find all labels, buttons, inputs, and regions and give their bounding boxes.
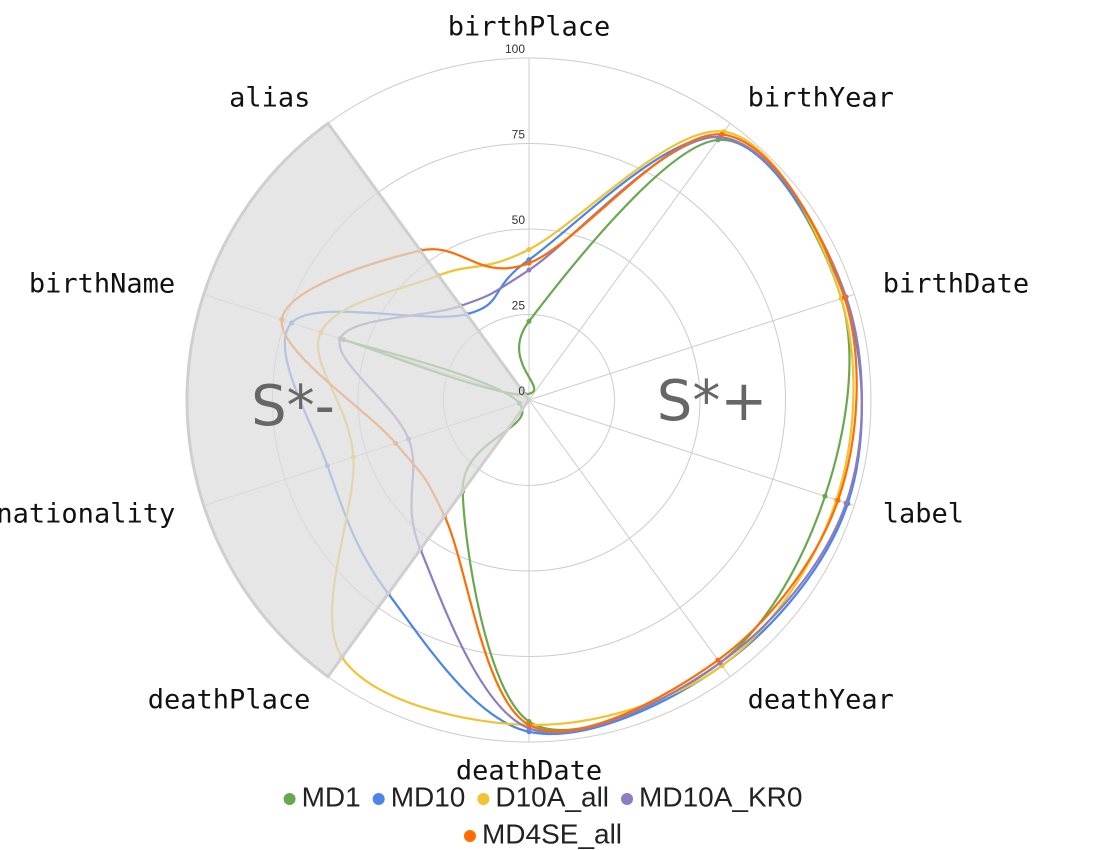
point bbox=[526, 318, 532, 324]
point bbox=[822, 493, 828, 499]
axis-label: birthYear bbox=[748, 83, 894, 114]
axis-label: birthPlace bbox=[448, 12, 611, 43]
point bbox=[526, 722, 532, 728]
point bbox=[715, 657, 721, 663]
shaded-sector bbox=[185, 121, 531, 679]
point bbox=[719, 131, 725, 137]
axis-label: birthDate bbox=[883, 269, 1029, 300]
legend-marker bbox=[372, 793, 385, 805]
point bbox=[526, 247, 532, 253]
axis-label: deathDate bbox=[456, 756, 602, 787]
legend-label: MD1 bbox=[302, 781, 361, 812]
spoke bbox=[528, 293, 855, 401]
legend-marker bbox=[621, 793, 634, 805]
legend-item: D10A_all bbox=[477, 781, 609, 812]
axis-label: label bbox=[883, 498, 964, 529]
axis-label: deathPlace bbox=[148, 684, 311, 715]
point bbox=[526, 725, 532, 731]
point bbox=[526, 267, 532, 273]
axis-label: nationality bbox=[0, 498, 175, 529]
spoke bbox=[528, 123, 731, 401]
axis-label: alias bbox=[229, 83, 310, 114]
legend-label: MD4SE_all bbox=[482, 818, 622, 849]
axis-label: deathYear bbox=[748, 684, 894, 715]
point bbox=[526, 257, 532, 263]
point bbox=[842, 294, 848, 300]
spoke bbox=[528, 399, 731, 677]
point bbox=[526, 718, 532, 724]
point bbox=[526, 260, 532, 266]
r-tick-label: 0 bbox=[518, 384, 525, 398]
legend-marker bbox=[463, 830, 476, 842]
legend-item: MD10A_KR0 bbox=[621, 781, 802, 812]
r-tick-label: 25 bbox=[512, 299, 526, 313]
point bbox=[526, 729, 532, 735]
spoke bbox=[528, 399, 855, 507]
legend-label: D10A_all bbox=[495, 781, 609, 812]
legend-item: MD1 bbox=[283, 781, 361, 812]
legend-label: MD10A_KR0 bbox=[639, 781, 802, 812]
point bbox=[843, 500, 849, 506]
r-tick-label: 100 bbox=[505, 42, 525, 56]
annotation: S*- bbox=[251, 374, 335, 439]
legend-item: MD4SE_all bbox=[463, 818, 622, 849]
r-tick-label: 75 bbox=[512, 128, 526, 142]
point bbox=[835, 497, 841, 503]
legend-item: MD10 bbox=[372, 781, 466, 812]
legend-label: MD10 bbox=[391, 781, 466, 812]
legend-marker bbox=[283, 793, 296, 805]
r-tick-label: 50 bbox=[512, 213, 526, 227]
annotation: S*+ bbox=[657, 369, 767, 434]
legend-marker bbox=[477, 793, 490, 805]
axis-label: birthName bbox=[29, 269, 175, 300]
